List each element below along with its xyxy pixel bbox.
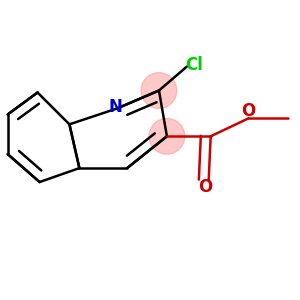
Text: N: N xyxy=(108,98,122,116)
Text: O: O xyxy=(242,102,256,120)
Circle shape xyxy=(141,73,177,108)
Text: Cl: Cl xyxy=(185,56,203,74)
Text: O: O xyxy=(198,178,212,196)
Circle shape xyxy=(149,118,185,154)
